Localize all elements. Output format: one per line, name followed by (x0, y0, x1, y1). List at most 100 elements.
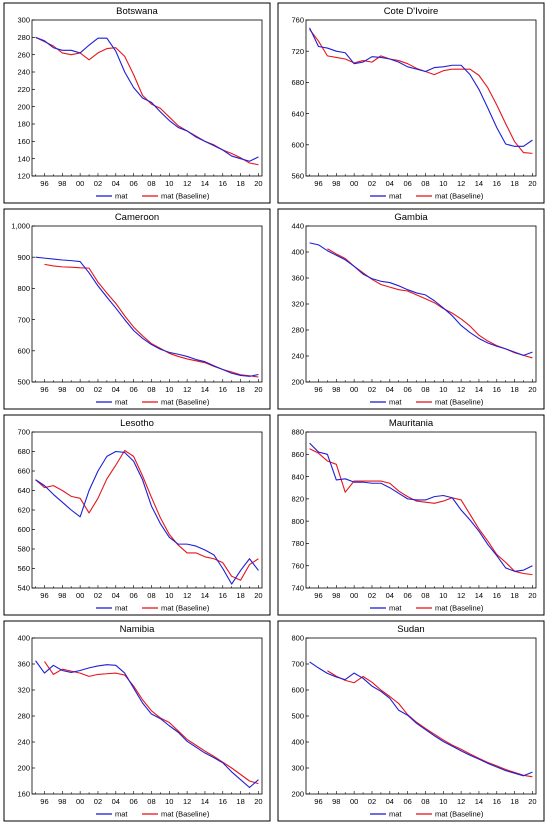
x-tick-label: 98 (58, 591, 66, 600)
y-tick-label: 700 (17, 315, 30, 324)
x-tick-label: 98 (58, 797, 66, 806)
x-tick-label: 08 (421, 179, 429, 188)
y-tick-label: 800 (291, 634, 304, 643)
panel-gambia: Gambia 200 240 280 320 360 400 440 96 98 00 02 04 06 0… (277, 208, 545, 410)
x-tick-label: 04 (112, 385, 120, 394)
x-tick-label: 16 (219, 179, 227, 188)
panel-mauritania: Mauritania 740 760 780 800 820 840 860 880 96 98 00… (277, 414, 545, 616)
y-tick-label: 1,000 (11, 222, 30, 231)
legend-label-mat: mat (115, 398, 128, 407)
x-tick-label: 08 (147, 179, 155, 188)
plot-area (31, 225, 263, 383)
plot-area (305, 19, 537, 177)
x-tick-label: 06 (403, 179, 411, 188)
x-tick-label: 00 (76, 591, 84, 600)
x-tick-label: 06 (403, 797, 411, 806)
y-tick-label: 600 (17, 347, 30, 356)
y-tick-label: 640 (17, 486, 30, 495)
x-tick-label: 14 (201, 179, 209, 188)
x-tick-label: 96 (40, 179, 48, 188)
x-tick-label: 96 (314, 179, 322, 188)
x-tick-label: 20 (528, 591, 536, 600)
y-tick-label: 840 (291, 472, 304, 481)
y-tick-label: 800 (291, 517, 304, 526)
legend-label-baseline: mat (Baseline) (161, 810, 210, 819)
x-tick-label: 12 (183, 591, 191, 600)
x-tick-label: 18 (510, 385, 518, 394)
x-tick-label: 06 (129, 385, 137, 394)
y-tick-label: 280 (291, 326, 304, 335)
panel-frame (3, 414, 271, 616)
y-tick-label: 440 (291, 222, 304, 231)
y-tick-label: 160 (17, 790, 30, 799)
series-line-mat-baseline (309, 448, 533, 576)
x-tick-label: 18 (510, 591, 518, 600)
x-tick-label: 12 (457, 385, 465, 394)
x-tick-label: 16 (493, 179, 501, 188)
x-tick-label: 02 (94, 591, 102, 600)
y-tick-label: 220 (17, 85, 30, 94)
panel-title: Cote D'Ivoire (384, 6, 439, 17)
panel-title: Sudan (397, 624, 424, 635)
legend-label-mat: mat (389, 192, 402, 201)
x-tick-label: 20 (254, 591, 262, 600)
series-line-mat-baseline (35, 449, 259, 581)
x-tick-label: 06 (129, 179, 137, 188)
y-tick-label: 600 (17, 525, 30, 534)
x-tick-label: 18 (236, 385, 244, 394)
x-tick-label: 14 (475, 591, 483, 600)
x-tick-label: 16 (493, 797, 501, 806)
legend-label-mat: mat (115, 604, 128, 613)
x-tick-label: 18 (510, 797, 518, 806)
y-tick-label: 280 (17, 33, 30, 42)
x-tick-label: 02 (94, 385, 102, 394)
y-tick-label: 560 (17, 564, 30, 573)
x-tick-label: 06 (129, 591, 137, 600)
x-tick-label: 12 (183, 385, 191, 394)
series-line-mat (309, 661, 533, 777)
x-tick-label: 20 (528, 797, 536, 806)
x-tick-label: 00 (76, 179, 84, 188)
legend-label-mat: mat (389, 604, 402, 613)
y-tick-label: 200 (291, 378, 304, 387)
y-tick-label: 600 (291, 141, 304, 150)
y-tick-label: 880 (291, 428, 304, 437)
y-tick-label: 500 (17, 378, 30, 387)
x-tick-label: 96 (40, 385, 48, 394)
x-tick-label: 08 (421, 797, 429, 806)
panel-cameroon: Cameroon 500 600 700 800 900 1,000 96 98 00 02 04 06… (3, 208, 271, 410)
x-tick-label: 04 (112, 797, 120, 806)
x-tick-label: 04 (112, 591, 120, 600)
y-tick-label: 560 (291, 172, 304, 181)
x-tick-label: 02 (94, 797, 102, 806)
x-tick-label: 20 (254, 179, 262, 188)
y-tick-label: 240 (17, 738, 30, 747)
panel-lesotho: Lesotho 540 560 580 600 620 640 660 680 700 96 98 00… (3, 414, 271, 616)
y-tick-label: 200 (291, 790, 304, 799)
x-tick-label: 08 (421, 385, 429, 394)
y-tick-label: 240 (17, 68, 30, 77)
x-tick-label: 00 (76, 797, 84, 806)
series-line-mat (35, 256, 259, 377)
x-tick-label: 96 (40, 591, 48, 600)
series-line-mat (309, 442, 533, 572)
x-tick-label: 08 (147, 591, 155, 600)
y-tick-label: 300 (291, 764, 304, 773)
x-tick-label: 14 (201, 385, 209, 394)
panel-namibia: Namibia 160 200 240 280 320 360 400 96 98 00 02 04 06… (3, 620, 271, 822)
x-tick-label: 00 (76, 385, 84, 394)
y-tick-label: 760 (291, 16, 304, 25)
y-tick-label: 500 (291, 712, 304, 721)
panel-sudan: Sudan 200 300 400 500 600 700 800 96 98 00 02 04 06 08… (277, 620, 545, 822)
x-tick-label: 20 (528, 179, 536, 188)
y-tick-label: 780 (291, 539, 304, 548)
x-tick-label: 18 (236, 179, 244, 188)
y-tick-label: 800 (17, 284, 30, 293)
y-tick-label: 240 (291, 352, 304, 361)
x-tick-label: 98 (332, 591, 340, 600)
x-tick-label: 08 (421, 591, 429, 600)
x-tick-label: 04 (386, 179, 394, 188)
panel-title: Lesotho (120, 418, 154, 429)
x-tick-label: 00 (350, 797, 358, 806)
